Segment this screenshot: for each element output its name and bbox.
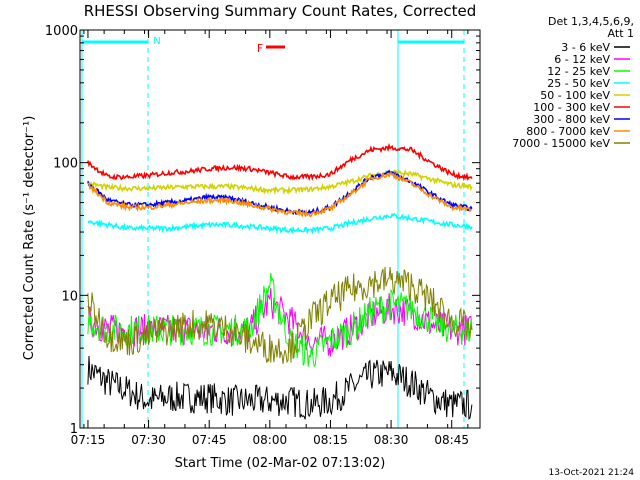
legend-header: Att 1 — [608, 27, 634, 40]
night-label: N — [153, 36, 160, 47]
y-tick-label: 1000 — [45, 24, 78, 39]
legend-header: Det 1,3,4,5,6,9, — [548, 15, 634, 28]
legend-entry-label: 100 - 300 keV — [533, 101, 610, 114]
legend-entry-label: 3 - 6 keV — [561, 41, 610, 54]
x-axis-label: Start Time (02-Mar-02 07:13:02) — [175, 456, 386, 471]
legend-entry-label: 7000 - 15000 keV — [512, 137, 610, 150]
x-tick-label: 07:45 — [192, 433, 227, 447]
series-line — [87, 142, 473, 182]
x-tick-label: 08:45 — [434, 433, 469, 447]
legend-entry-label: 25 - 50 keV — [547, 77, 610, 90]
y-tick-label: 100 — [53, 157, 78, 172]
series-line — [87, 266, 473, 365]
y-tick-label: 10 — [61, 289, 78, 304]
footer-date: 13-Oct-2021 21:24 — [549, 468, 635, 478]
x-tick-label: 07:30 — [131, 433, 166, 447]
chart-title: RHESSI Observing Summary Count Rates, Co… — [84, 2, 477, 20]
y-tick-label: 1 — [70, 422, 78, 437]
plot-frame — [79, 29, 481, 429]
legend-entry-label: 12 - 25 keV — [547, 65, 610, 78]
legend-entry-label: 800 - 7000 keV — [526, 125, 610, 138]
legend-entry-label: 6 - 12 keV — [554, 53, 610, 66]
plot-axes — [79, 29, 481, 429]
x-tick-label: 08:15 — [313, 433, 348, 447]
x-tick-label: 08:30 — [374, 433, 409, 447]
series-line — [87, 272, 473, 368]
legend-entry-label: 300 - 800 keV — [533, 113, 610, 126]
series-line — [87, 171, 473, 218]
y-axis-label: Corrected Count Rate (s⁻¹ detector⁻¹) — [22, 116, 37, 361]
flare-flag-label: F — [257, 42, 263, 55]
series-lines — [87, 142, 473, 420]
series-line — [87, 355, 473, 420]
series-line — [87, 168, 473, 196]
x-tick-label: 08:00 — [253, 433, 288, 447]
x-tick-label: 07:15 — [71, 433, 106, 447]
x-tick-labels: 07:15 07:30 07:45 08:00 08:15 08:30 08:45 — [71, 433, 469, 447]
legend-entry-label: 50 - 100 keV — [540, 89, 610, 102]
series-line — [87, 212, 473, 235]
y-tick-labels: 1 10 100 1000 — [45, 24, 78, 437]
